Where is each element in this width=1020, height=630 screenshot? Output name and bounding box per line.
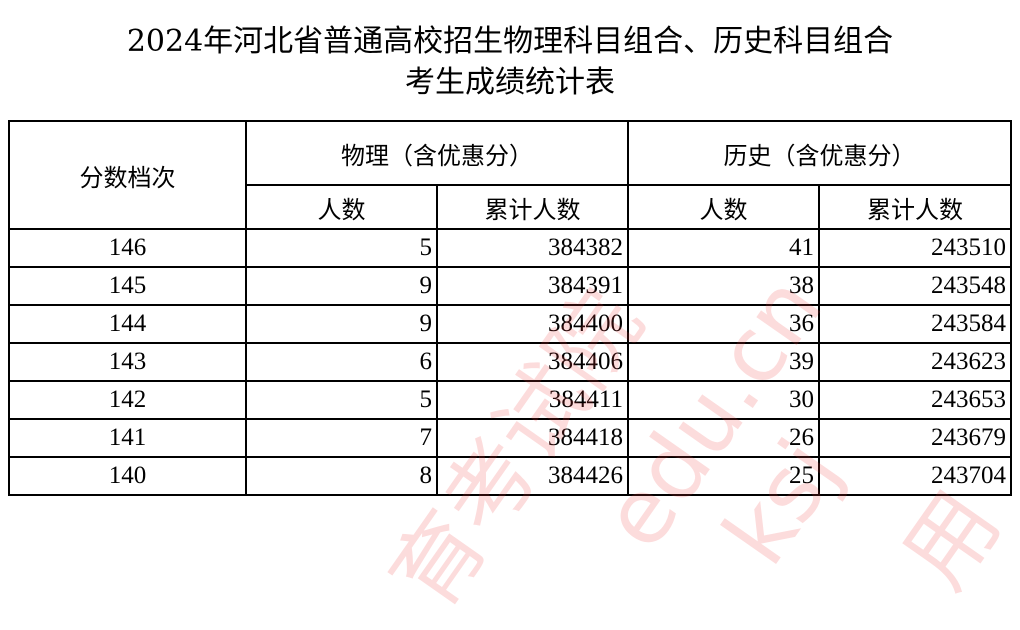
table-row: 144 9 384400 36 243584 [8, 304, 1012, 344]
table-row: 140 8 384426 25 243704 [8, 456, 1012, 496]
cell-his-cum: 243548 [818, 266, 1012, 306]
cell-score: 143 [8, 342, 247, 382]
cell-phy-cum: 384400 [436, 304, 629, 344]
cell-his-count: 30 [627, 380, 820, 420]
cell-phy-cum: 384411 [436, 380, 629, 420]
cell-his-count: 36 [627, 304, 820, 344]
header-physics-cumulative: 累计人数 [436, 184, 629, 230]
cell-his-count: 38 [627, 266, 820, 306]
header-history-count: 人数 [627, 184, 820, 230]
cell-phy-count: 6 [245, 342, 438, 382]
cell-phy-count: 5 [245, 228, 438, 268]
header-physics: 物理（含优惠分） [245, 120, 629, 186]
cell-score: 144 [8, 304, 247, 344]
table-row: 142 5 384411 30 243653 [8, 380, 1012, 420]
cell-phy-count: 7 [245, 418, 438, 458]
cell-phy-cum: 384382 [436, 228, 629, 268]
header-physics-count: 人数 [245, 184, 438, 230]
table-row: 146 5 384382 41 243510 [8, 228, 1012, 268]
cell-phy-cum: 384426 [436, 456, 629, 496]
table-row: 145 9 384391 38 243548 [8, 266, 1012, 306]
cell-score: 140 [8, 456, 247, 496]
cell-his-cum: 243679 [818, 418, 1012, 458]
header-history: 历史（含优惠分） [627, 120, 1012, 186]
cell-his-count: 26 [627, 418, 820, 458]
cell-his-cum: 243510 [818, 228, 1012, 268]
header-history-cumulative: 累计人数 [818, 184, 1012, 230]
cell-phy-count: 8 [245, 456, 438, 496]
cell-his-cum: 243584 [818, 304, 1012, 344]
document-title: 2024年河北省普通高校招生物理科目组合、历史科目组合 [126, 24, 894, 59]
cell-his-count: 41 [627, 228, 820, 268]
score-statistics-table: 分数档次 物理（含优惠分） 历史（含优惠分） 人数 累计人数 人数 累计人数 1… [8, 120, 1012, 496]
cell-his-cum: 243704 [818, 456, 1012, 496]
cell-score: 142 [8, 380, 247, 420]
cell-score: 146 [8, 228, 247, 268]
cell-phy-count: 9 [245, 304, 438, 344]
cell-score: 145 [8, 266, 247, 306]
cell-score: 141 [8, 418, 247, 458]
cell-phy-count: 5 [245, 380, 438, 420]
table-row: 141 7 384418 26 243679 [8, 418, 1012, 458]
cell-phy-cum: 384418 [436, 418, 629, 458]
cell-phy-cum: 384406 [436, 342, 629, 382]
cell-his-cum: 243653 [818, 380, 1012, 420]
cell-phy-count: 9 [245, 266, 438, 306]
header-score-level: 分数档次 [8, 120, 247, 230]
document-subtitle: 考生成绩统计表 [405, 65, 615, 100]
table-row: 143 6 384406 39 243623 [8, 342, 1012, 382]
cell-phy-cum: 384391 [436, 266, 629, 306]
cell-his-count: 39 [627, 342, 820, 382]
cell-his-count: 25 [627, 456, 820, 496]
cell-his-cum: 243623 [818, 342, 1012, 382]
